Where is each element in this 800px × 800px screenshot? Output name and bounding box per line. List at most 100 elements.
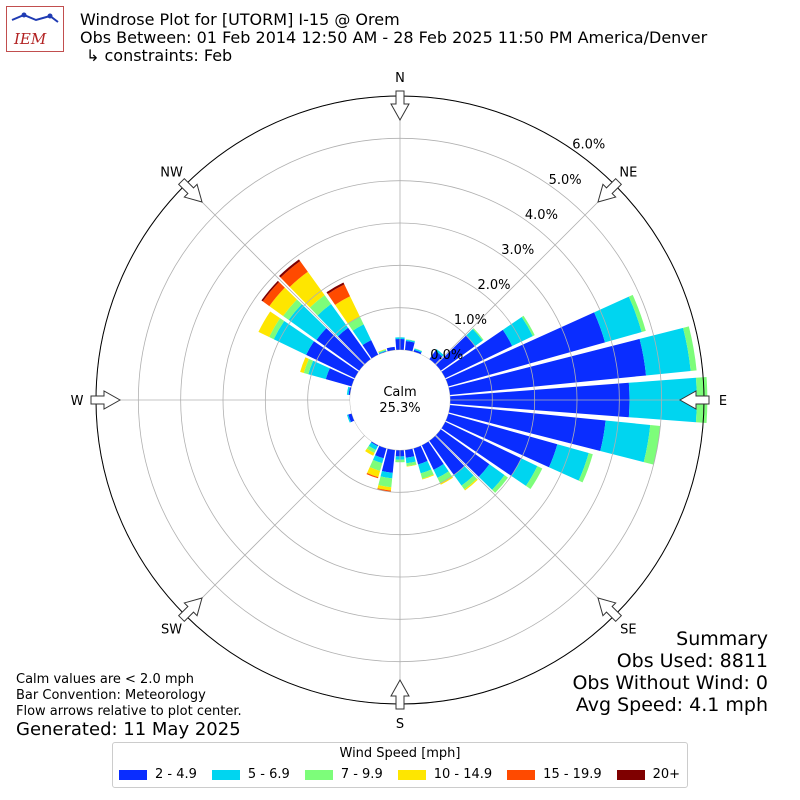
angular-gridline	[435, 435, 616, 616]
windrose-bar-segment	[273, 321, 314, 355]
windrose-bar-segment	[317, 304, 349, 337]
windrose-bar-segment	[429, 350, 443, 365]
windrose-bar-segment	[466, 329, 483, 347]
windrose-bar-segment	[406, 464, 417, 467]
windrose-bar-segment	[378, 349, 386, 353]
windrose-bar-segment	[378, 350, 387, 354]
windrose-bar-segment	[309, 295, 332, 316]
flow-arrow-icon	[177, 597, 203, 623]
windrose-bar-segment	[600, 420, 651, 463]
legend-item: 7 - 9.9	[304, 767, 383, 782]
windrose-bar-segment	[375, 445, 387, 459]
windrose-bar-segment	[445, 312, 606, 387]
legend-items: 2 - 4.9 5 - 6.9 7 - 9.9 10 - 14.9 15 - 19.9 2…	[119, 767, 695, 782]
legend-label: 20+	[652, 767, 681, 782]
direction-label: E	[719, 394, 727, 409]
legend-swatch	[304, 769, 333, 780]
windrose-bar-segment	[326, 282, 345, 294]
calm-label: Calm	[383, 385, 416, 400]
calm-circle	[350, 350, 450, 450]
windrose-bar-segment	[279, 259, 301, 278]
windrose-bar-segment	[453, 466, 474, 486]
summary-obs-without-wind: Obs Without Wind: 0	[572, 672, 768, 694]
flow-arrow-icon	[678, 390, 710, 410]
windrose-bar-segment	[405, 339, 415, 343]
windrose-bar-segment	[435, 429, 490, 477]
iem-logo: IEM	[6, 6, 64, 52]
summary-obs-used: Obs Used: 8811	[616, 650, 768, 672]
direction-label: SW	[161, 622, 182, 637]
legend-swatch	[507, 769, 536, 780]
flow-arrow-icon	[390, 678, 410, 710]
angular-gridline	[435, 184, 616, 365]
windrose-bar-segment	[435, 335, 475, 371]
windrose-bar-segment	[269, 318, 285, 340]
windrose-bar-segment	[325, 368, 355, 387]
windrose-bar-segment	[578, 453, 593, 483]
chart-constraints: ↳ constraints: Feb	[86, 46, 233, 65]
legend-label: 7 - 9.9	[340, 767, 383, 782]
windrose-bar-segment	[448, 404, 606, 452]
windrose-bar-segment	[300, 357, 309, 373]
windrose-bar-segment	[362, 340, 379, 359]
radial-tick-label: 0.0%	[430, 348, 463, 363]
windrose-bar-segment	[440, 476, 453, 485]
windrose-bar-segment	[525, 466, 543, 490]
angular-gridline	[184, 184, 365, 365]
windrose-bar-segment	[269, 287, 297, 316]
windrose-bar-segment	[346, 386, 350, 395]
windrose-bar-segment	[352, 324, 372, 346]
radial-tick-label: 6.0%	[572, 138, 605, 153]
windrose-bar-segment	[404, 340, 415, 352]
windrose-bar-segment	[380, 471, 393, 479]
flow-arrow-icon	[597, 177, 623, 203]
windrose-bar-segment	[289, 271, 325, 308]
legend-swatch	[119, 769, 147, 780]
legend-label: 2 - 4.9	[155, 767, 197, 782]
direction-label: W	[71, 394, 84, 409]
windrose-bar-segment	[404, 448, 415, 458]
windrose-bar-segment	[262, 282, 285, 307]
windrose-bar-segment	[378, 476, 393, 488]
windrose-bar-segment	[435, 349, 444, 357]
windrose-bar-segment	[420, 469, 434, 479]
windrose-bar-segment	[628, 294, 646, 333]
windrose-bar-segment	[643, 424, 661, 465]
flow-arrow-icon	[177, 177, 203, 203]
windrose-bar-segment	[378, 349, 387, 353]
windrose-bar-segment	[502, 316, 533, 347]
generated-date: Generated: 11 May 2025	[16, 719, 241, 740]
windrose-bar-segment	[377, 488, 391, 492]
radial-tick-label: 5.0%	[549, 173, 582, 188]
flow-arrow-icon	[597, 597, 623, 623]
windrose-bar-segment	[639, 327, 691, 376]
direction-label: NW	[160, 166, 183, 181]
windrose-bar-segment	[316, 328, 365, 371]
windrose-bar-segment	[464, 478, 478, 491]
flow-arrow-icon	[390, 90, 410, 122]
windrose-bar-segment	[308, 360, 330, 380]
direction-label: NE	[619, 166, 637, 181]
radial-tick-label: 2.0%	[478, 278, 511, 293]
windrose-bar-segment	[406, 461, 417, 467]
windrose-bar-segment	[448, 338, 647, 396]
windrose-bar-segment	[366, 445, 376, 454]
legend-swatch	[211, 769, 240, 780]
legend-item: 2 - 4.9	[119, 767, 197, 782]
legend-label: 5 - 6.9	[247, 767, 290, 782]
legend-swatch	[616, 769, 645, 780]
direction-label: N	[395, 71, 405, 86]
windrose-bar-segment	[548, 444, 589, 481]
windrose-bar-segment	[461, 475, 477, 490]
windrose-bar-segment	[472, 328, 484, 341]
radial-tick-label: 1.0%	[454, 313, 487, 328]
windrose-bar-segment	[413, 445, 428, 465]
legend-item: 15 - 19.9	[507, 767, 602, 782]
windrose-bar-segment	[348, 413, 355, 423]
windrose-bar-segment	[421, 441, 444, 470]
windrose-bar-segment	[414, 348, 422, 353]
windrose-bar-segment	[366, 472, 379, 479]
windrose-bar-segment	[594, 296, 642, 343]
windrose-bar-segment	[441, 329, 513, 379]
windrose-bar-segment	[346, 414, 351, 423]
